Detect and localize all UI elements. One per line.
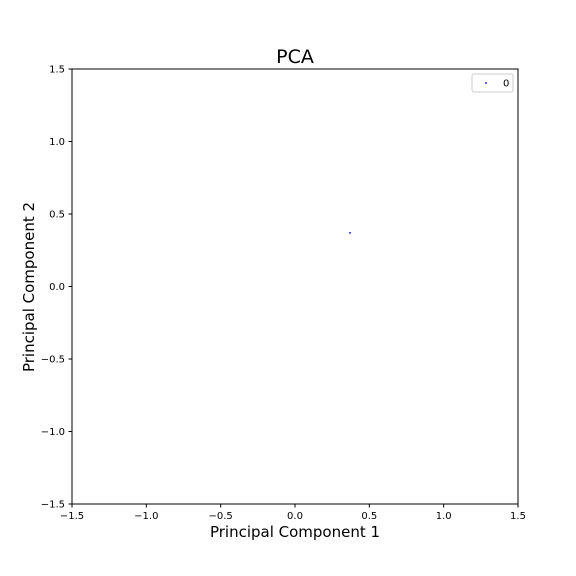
x-axis-ticks: −1.5 −1.0 −0.5 0.0 0.5 1.0 1.5: [60, 504, 526, 522]
x-tick-label: 1.5: [510, 511, 526, 522]
x-tick-label: 0.5: [361, 511, 377, 522]
y-tick-label: 1.0: [49, 137, 65, 148]
chart-title: PCA: [276, 46, 314, 68]
plot-area: [71, 68, 519, 505]
legend-marker-series-0: [485, 82, 487, 84]
y-axis-label: Principal Component 2: [20, 202, 38, 372]
x-tick-label: −0.5: [209, 511, 233, 522]
y-tick-label: 1.5: [49, 65, 65, 76]
x-tick-label: 1.0: [436, 511, 452, 522]
x-tick-label: −1.0: [134, 511, 158, 522]
y-tick-label: 0.0: [49, 282, 65, 293]
legend-label-series-0: 0: [503, 79, 509, 90]
y-tick-label: 0.5: [49, 210, 65, 221]
y-tick-label: −0.5: [41, 355, 65, 366]
x-tick-label: 0.0: [287, 511, 303, 522]
x-tick-label: −1.5: [60, 511, 84, 522]
scatter-point-series-0: [349, 231, 351, 234]
y-tick-label: −1.5: [41, 500, 65, 511]
legend-box: [471, 73, 514, 93]
x-axis-label: Principal Component 1: [210, 523, 380, 541]
scatter-points: [349, 231, 351, 234]
legend: 0: [471, 73, 514, 93]
y-axis-ticks: −1.5 −1.0 −0.5 0.0 0.5 1.0 1.5: [41, 65, 72, 511]
y-tick-label: −1.0: [41, 427, 65, 438]
